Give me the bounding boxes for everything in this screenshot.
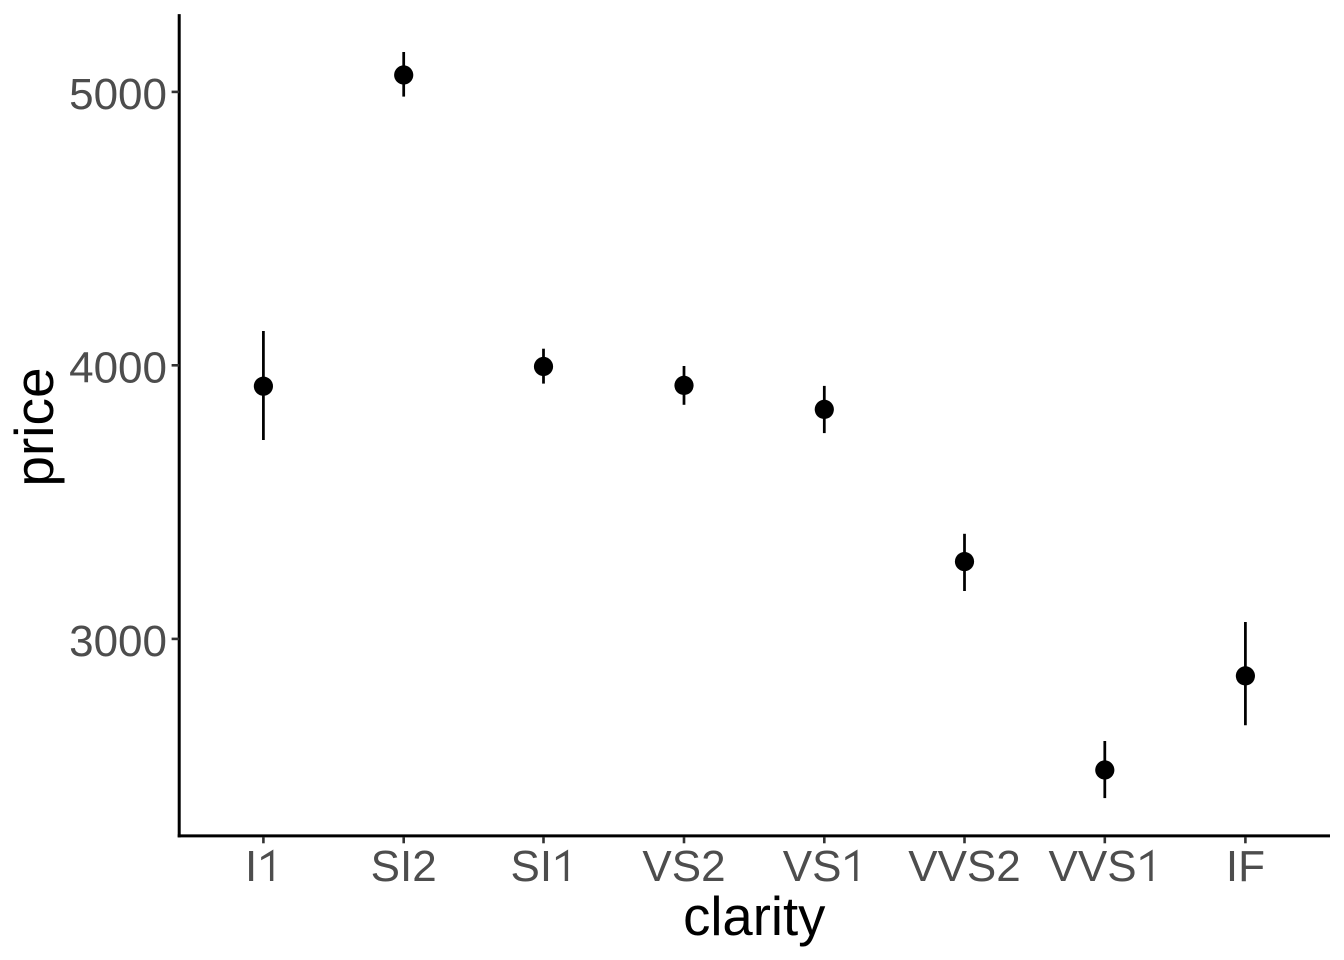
svg-text:VS2: VS2 bbox=[642, 842, 725, 891]
svg-text:VS: VS bbox=[783, 842, 842, 891]
svg-text:IF: IF bbox=[1226, 842, 1265, 891]
svg-text:3000: 3000 bbox=[69, 617, 167, 666]
svg-text:SI: SI bbox=[510, 842, 552, 891]
svg-text:price: price bbox=[3, 367, 65, 486]
svg-text:VVS: VVS bbox=[1049, 842, 1137, 891]
svg-text:VVS2: VVS2 bbox=[908, 842, 1021, 891]
svg-text:4000: 4000 bbox=[69, 343, 167, 392]
svg-text:5000: 5000 bbox=[69, 70, 167, 119]
svg-text:clarity: clarity bbox=[683, 886, 826, 947]
svg-text:SI2: SI2 bbox=[371, 842, 437, 891]
svg-text:I: I bbox=[245, 842, 257, 891]
